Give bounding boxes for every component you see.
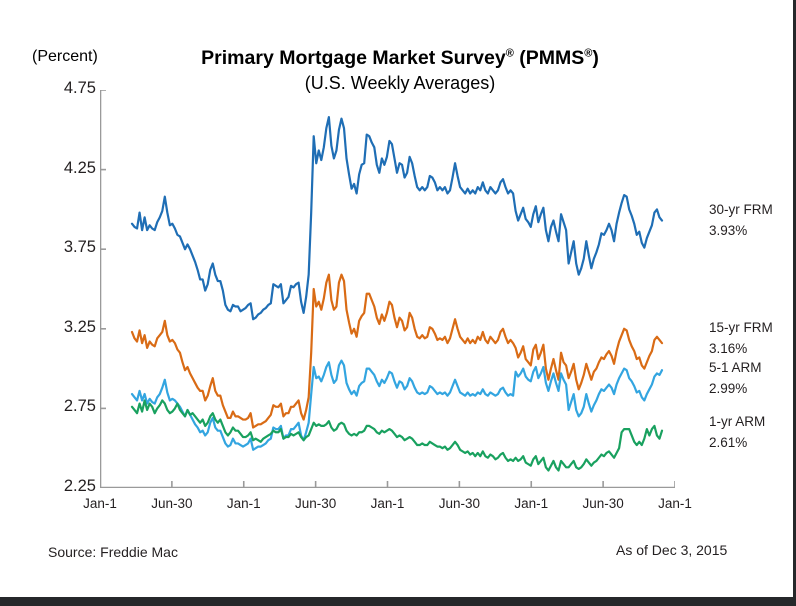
title-main-text: Primary Mortgage Market Survey bbox=[201, 47, 506, 69]
frame-right-border bbox=[793, 0, 796, 606]
legend-series-value: 2.99% bbox=[709, 380, 748, 396]
page-title: Primary Mortgage Market Survey® (PMMS®) bbox=[120, 47, 680, 70]
legend-series-value: 3.16% bbox=[709, 340, 748, 356]
series-legend: 30-yr FRM 3.93% 15-yr FRM 3.16% 5-1 ARM 2.99%… bbox=[709, 0, 795, 606]
x-axis-tick-label: Jan-1 bbox=[514, 496, 549, 511]
x-axis-tick-label: Jan-1 bbox=[658, 496, 692, 511]
series-line-5-1-arm bbox=[130, 359, 664, 451]
legend-series-name: 30-yr FRM bbox=[709, 202, 773, 217]
title-block: Primary Mortgage Market Survey® (PMMS®) … bbox=[120, 47, 680, 95]
line-chart-svg bbox=[100, 90, 675, 488]
series-line-15-yr-frm bbox=[130, 273, 664, 429]
plot-area bbox=[100, 90, 675, 488]
x-axis-tick-label: Jan-1 bbox=[83, 496, 117, 511]
series-line-30-yr-frm bbox=[130, 115, 664, 321]
frame-bottom-border bbox=[0, 597, 796, 606]
y-axis-tick-label: 2.75 bbox=[63, 397, 96, 416]
x-axis-tick-label: Jan-1 bbox=[226, 496, 261, 511]
x-axis-labels: Jan-1 Jun-30 Jan-1 Jun-30 Jan-1 Jun-30 Jan-1 Ju… bbox=[0, 496, 796, 518]
title-close-paren: ) bbox=[592, 47, 599, 69]
x-axis-tick-label: Jun-30 bbox=[582, 496, 624, 511]
y-axis-tick-label: 2.25 bbox=[63, 477, 96, 495]
y-axis-unit-label: (Percent) bbox=[32, 48, 98, 65]
legend-series-name: 5-1 ARM bbox=[709, 360, 762, 375]
as-of-note: As of Dec 3, 2015 bbox=[616, 542, 728, 558]
y-axis-tick-label: 3.25 bbox=[63, 317, 96, 336]
legend-entry-1-yr-arm: 1-yr ARM 2.61% bbox=[709, 412, 795, 454]
x-axis-tick-label: Jan-1 bbox=[370, 496, 405, 511]
registered-trademark-icon: ® bbox=[505, 47, 514, 60]
legend-series-name: 1-yr ARM bbox=[709, 414, 766, 429]
legend-series-name: 15-yr FRM bbox=[709, 320, 773, 335]
y-axis-tick-label: 4.75 bbox=[63, 79, 96, 97]
x-axis-tick-label: Jun-30 bbox=[151, 496, 193, 511]
registered-trademark-icon: ® bbox=[584, 47, 593, 60]
legend-entry-5-1-arm: 5-1 ARM 2.99% bbox=[709, 358, 795, 400]
legend-series-value: 3.93% bbox=[709, 222, 748, 238]
source-note: Source: Freddie Mac bbox=[48, 544, 178, 560]
y-axis-tick-label: 4.25 bbox=[63, 158, 96, 177]
x-axis-tick-label: Jun-30 bbox=[294, 496, 337, 511]
series-line-1-yr-arm bbox=[130, 399, 664, 472]
legend-entry-15-yr-frm: 15-yr FRM 3.16% bbox=[709, 318, 795, 360]
y-axis-labels: 2.25 2.75 3.25 3.75 4.25 4.75 bbox=[30, 0, 96, 606]
legend-entry-30-yr-frm: 30-yr FRM 3.93% bbox=[709, 200, 795, 242]
x-axis-tick-label: Jun-30 bbox=[438, 496, 481, 511]
y-axis-tick-label: 3.75 bbox=[63, 238, 96, 257]
legend-series-value: 2.61% bbox=[709, 434, 748, 450]
chart-subtitle: (U.S. Weekly Averages) bbox=[304, 73, 496, 93]
title-pmms-text: (PMMS bbox=[513, 47, 585, 69]
